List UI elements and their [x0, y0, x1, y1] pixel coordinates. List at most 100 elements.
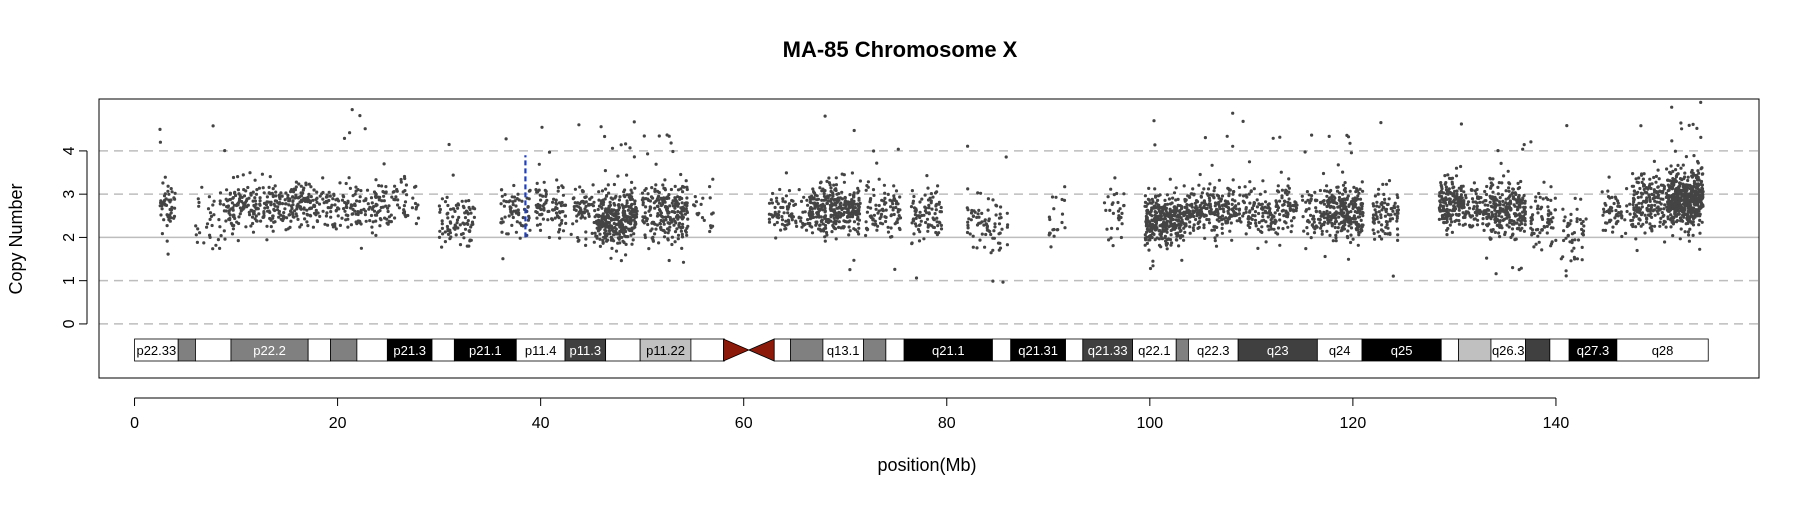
data-point: [1213, 212, 1217, 217]
data-point: [1263, 190, 1267, 194]
data-point: [535, 210, 539, 215]
data-point: [1210, 163, 1214, 167]
data-point: [236, 175, 240, 179]
data-point: [390, 195, 394, 199]
data-point: [1318, 188, 1322, 193]
data-point: [218, 199, 222, 203]
data-point: [236, 239, 240, 243]
data-point: [314, 208, 318, 212]
data-point: [399, 180, 403, 184]
data-point: [1197, 225, 1201, 229]
data-point: [1153, 238, 1157, 242]
data-point: [1651, 197, 1655, 201]
data-point: [575, 204, 579, 208]
data-point: [1145, 211, 1149, 215]
data-point: [932, 217, 936, 221]
data-point: [1654, 174, 1658, 178]
data-point: [825, 201, 829, 206]
data-point: [465, 221, 469, 225]
data-point: [1280, 209, 1284, 213]
data-point: [1616, 214, 1620, 218]
data-point: [1309, 213, 1313, 217]
data-point: [616, 209, 620, 213]
data-point: [1153, 210, 1157, 214]
data-point: [468, 207, 472, 212]
data-point: [1163, 236, 1167, 240]
data-point: [1341, 192, 1345, 196]
data-point: [580, 210, 585, 214]
data-point: [600, 189, 605, 193]
data-point: [1570, 249, 1574, 253]
data-point: [1343, 201, 1347, 205]
data-point: [333, 203, 337, 207]
data-point: [1661, 214, 1665, 218]
data-point: [662, 229, 666, 233]
data-point: [329, 210, 333, 214]
data-point: [1653, 199, 1657, 203]
data-point: [610, 246, 614, 250]
data-point: [983, 219, 987, 223]
data-point: [1286, 200, 1290, 204]
data-point: [679, 187, 683, 191]
data-point: [382, 199, 386, 203]
data-point: [1564, 274, 1568, 278]
data-point: [1537, 240, 1541, 244]
data-point: [1178, 229, 1182, 233]
data-point: [1220, 194, 1225, 198]
data-point: [1355, 187, 1359, 191]
data-point: [1359, 203, 1363, 207]
data-point: [629, 233, 633, 237]
data-point: [1475, 223, 1480, 227]
data-point: [212, 213, 216, 217]
data-point: [1671, 221, 1676, 225]
data-point: [881, 222, 885, 226]
data-point: [330, 203, 334, 207]
data-point: [554, 198, 558, 202]
data-point: [1475, 204, 1479, 208]
data-point: [1343, 181, 1347, 185]
data-point: [1281, 227, 1285, 231]
data-point: [446, 229, 450, 233]
data-point: [384, 204, 388, 208]
data-point: [645, 219, 649, 223]
data-point: [671, 199, 675, 203]
data-point: [584, 237, 588, 241]
data-point: [372, 209, 377, 213]
data-point: [1693, 190, 1697, 194]
data-point: [1496, 192, 1500, 196]
data-point: [211, 124, 215, 128]
data-point: [1649, 212, 1653, 216]
data-point: [630, 180, 634, 184]
ideogram-band: [356, 338, 388, 362]
data-point: [1635, 248, 1639, 253]
data-point: [572, 207, 577, 212]
data-point: [983, 245, 987, 249]
data-point: [875, 161, 879, 165]
data-point: [242, 188, 246, 192]
data-point: [694, 200, 699, 204]
data-point: [534, 203, 538, 207]
data-point: [977, 215, 981, 219]
data-point: [1260, 225, 1264, 229]
data-point: [1337, 198, 1341, 202]
data-point: [1493, 230, 1497, 234]
data-point: [599, 221, 603, 225]
data-point: [535, 190, 539, 194]
data-point: [685, 233, 689, 237]
data-point: [969, 218, 973, 222]
data-point: [891, 206, 895, 210]
data-point: [1650, 227, 1654, 231]
data-point: [1157, 243, 1162, 247]
data-point: [1167, 225, 1171, 229]
data-point: [597, 226, 601, 230]
data-point: [241, 173, 245, 177]
data-point: [661, 220, 666, 224]
data-point: [1457, 219, 1461, 223]
data-point: [1215, 225, 1219, 229]
data-point: [614, 194, 618, 198]
data-point: [1171, 210, 1175, 214]
data-point: [374, 233, 378, 237]
data-point: [1674, 174, 1679, 178]
data-point: [1167, 215, 1171, 219]
data-point: [1440, 197, 1445, 201]
